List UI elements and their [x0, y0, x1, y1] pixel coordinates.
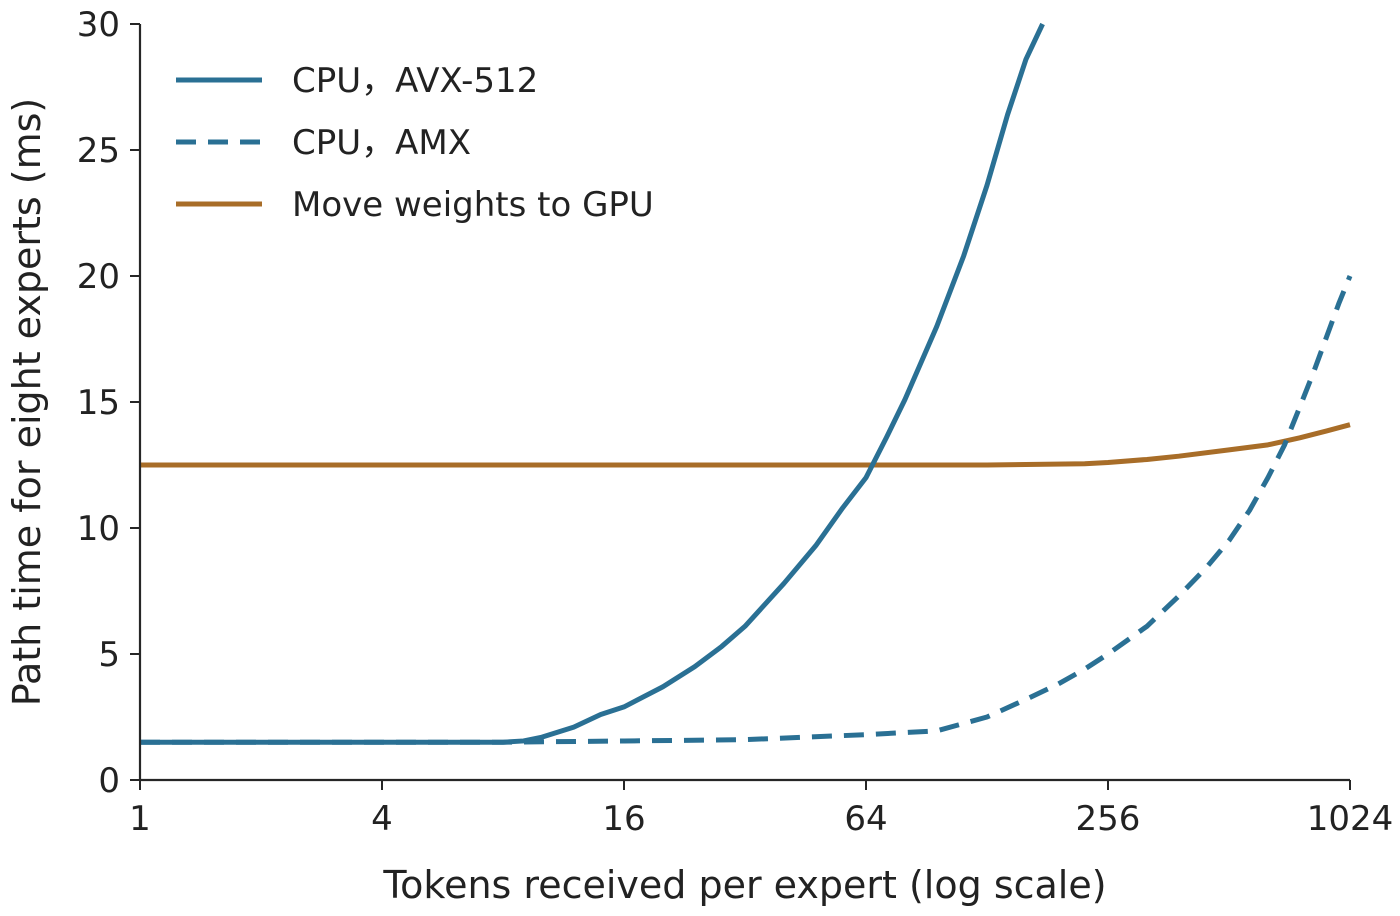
series-line-cpu-avx-512 — [140, 22, 1045, 745]
x-tick-label: 1024 — [1307, 799, 1394, 839]
x-tick-label: 1 — [129, 799, 151, 839]
x-tick-label: 64 — [844, 799, 887, 839]
x-axis-title: Tokens received per expert (log scale) — [382, 863, 1106, 907]
y-tick-label: 20 — [77, 257, 120, 297]
x-tick-label: 4 — [371, 799, 393, 839]
y-tick-label: 0 — [98, 761, 120, 801]
legend-label-cpu-amx: CPU，AMX — [292, 123, 471, 163]
series-line-cpu-amx — [140, 275, 1353, 745]
series-line-move-weights-to-gpu — [140, 422, 1351, 468]
y-axis-ticks: 0 5 10 15 20 25 30 — [77, 5, 140, 801]
y-tick-label: 10 — [77, 509, 120, 549]
y-tick-label: 15 — [77, 383, 120, 423]
x-tick-label: 256 — [1076, 799, 1141, 839]
legend: CPU，AVX-512 CPU，AMX Move weights to GPU — [176, 61, 654, 225]
legend-label-cpu-avx-512: CPU，AVX-512 — [292, 61, 538, 101]
series-layer — [140, 22, 1353, 745]
legend-label-move-weights-to-gpu: Move weights to GPU — [292, 185, 654, 225]
y-tick-label: 25 — [77, 131, 120, 171]
y-axis-title: Path time for eight experts (ms) — [5, 98, 49, 707]
x-axis-ticks: 1 4 16 64 256 1024 — [129, 780, 1393, 839]
x-tick-label: 16 — [602, 799, 645, 839]
y-tick-label: 5 — [98, 635, 120, 675]
y-tick-label: 30 — [77, 5, 120, 45]
